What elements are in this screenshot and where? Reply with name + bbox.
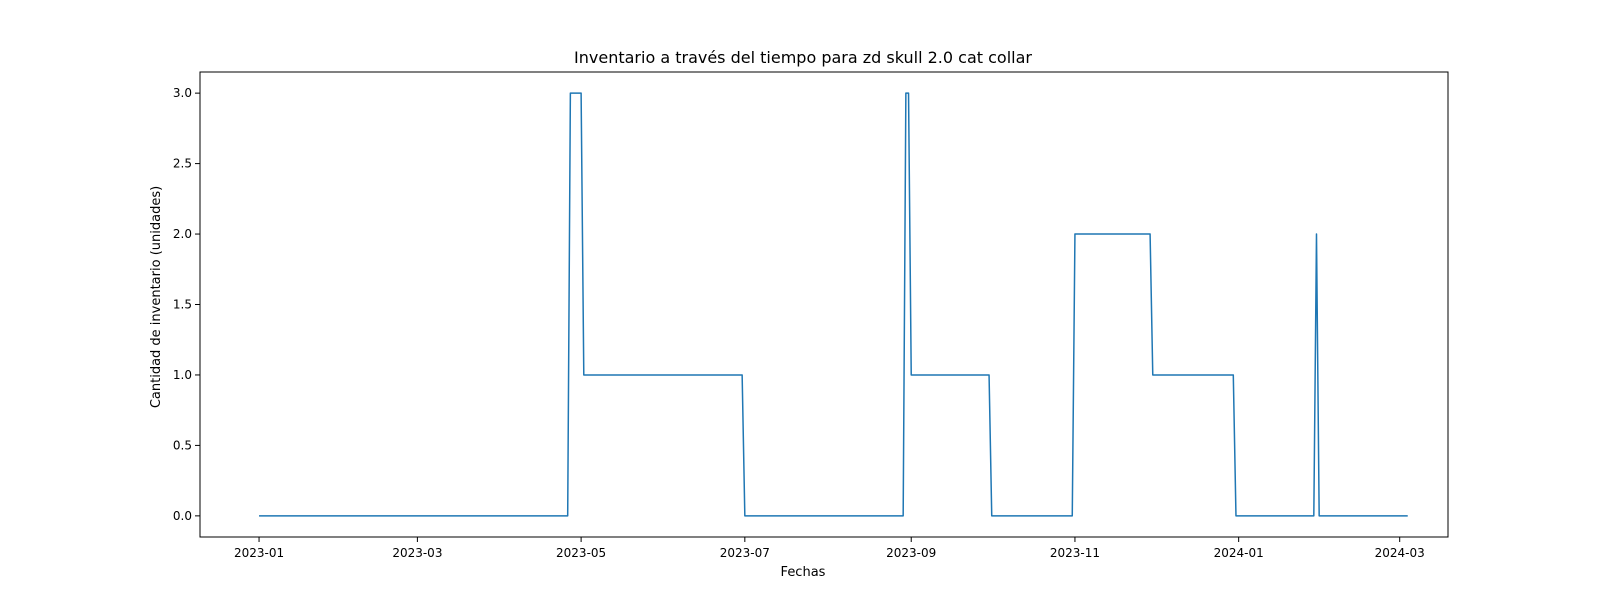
x-tick-label: 2023-09 xyxy=(886,546,936,560)
y-axis-label: Cantidad de inventario (unidades) xyxy=(149,186,164,408)
x-tick-label: 2023-11 xyxy=(1050,546,1100,560)
inventory-series-line xyxy=(259,92,1408,517)
x-axis-label: Fechas xyxy=(781,565,826,580)
y-tick-label: 2.5 xyxy=(173,157,192,171)
x-tick-label: 2023-03 xyxy=(392,546,442,560)
chart-title: Inventario a través del tiempo para zd s… xyxy=(574,48,1032,67)
x-tick-label: 2023-07 xyxy=(720,546,770,560)
x-tick-label: 2023-05 xyxy=(556,546,606,560)
x-axis-ticks: 2023-01 2023-03 2023-05 2023-07 2023-09 2023-… xyxy=(234,537,1425,560)
y-tick-label: 1.5 xyxy=(173,298,192,312)
y-tick-label: 0.5 xyxy=(173,438,192,452)
x-tick-label: 2023-01 xyxy=(234,546,284,560)
y-tick-label: 0.0 xyxy=(173,509,192,523)
y-tick-label: 2.0 xyxy=(173,227,192,241)
plot-frame xyxy=(199,71,1449,538)
x-tick-label: 2024-01 xyxy=(1214,546,1264,560)
y-tick-label: 3.0 xyxy=(173,86,192,100)
y-tick-label: 1.0 xyxy=(173,368,192,382)
x-tick-label: 2024-03 xyxy=(1375,546,1425,560)
series-layer xyxy=(259,92,1408,517)
y-axis-ticks: 0.0 0.5 1.0 1.5 2.0 2.5 3.0 xyxy=(173,86,200,523)
